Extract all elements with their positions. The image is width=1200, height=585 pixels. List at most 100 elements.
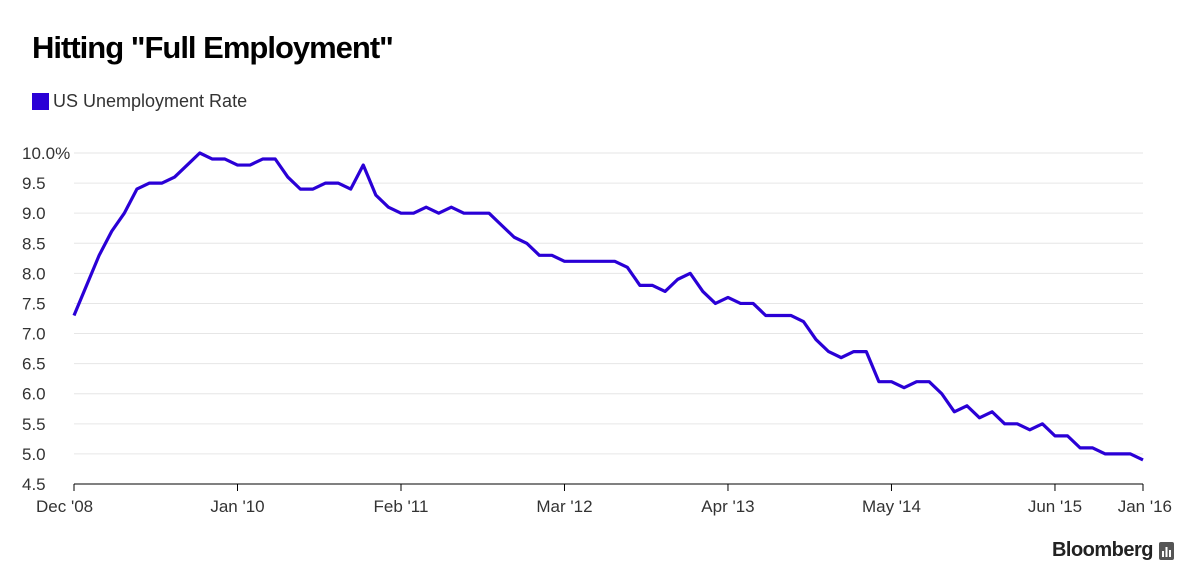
data-point bbox=[664, 290, 667, 293]
data-point bbox=[940, 392, 943, 395]
legend-swatch bbox=[32, 93, 49, 110]
data-point bbox=[1053, 434, 1056, 437]
data-point bbox=[412, 212, 415, 215]
data-point bbox=[576, 260, 579, 263]
legend: US Unemployment Rate bbox=[32, 91, 247, 112]
x-tick-label: Jan '10 bbox=[210, 497, 264, 516]
data-point bbox=[1129, 452, 1132, 455]
data-point bbox=[274, 158, 277, 161]
data-point bbox=[651, 284, 654, 287]
x-tick-label: Dec '08 bbox=[36, 497, 93, 516]
data-point bbox=[877, 380, 880, 383]
y-tick-label: 6.5 bbox=[22, 355, 46, 374]
data-point bbox=[475, 212, 478, 215]
data-point bbox=[324, 182, 327, 185]
data-point bbox=[953, 410, 956, 413]
data-point bbox=[387, 206, 390, 209]
brand-name: Bloomberg bbox=[1051, 539, 1154, 561]
data-point bbox=[739, 302, 742, 305]
data-point bbox=[173, 176, 176, 179]
data-point bbox=[815, 338, 818, 341]
data-point bbox=[399, 212, 402, 215]
y-tick-label: 8.0 bbox=[22, 264, 46, 283]
data-point bbox=[1091, 446, 1094, 449]
data-point bbox=[1041, 422, 1044, 425]
data-point bbox=[349, 188, 352, 191]
data-point bbox=[752, 302, 755, 305]
data-point bbox=[286, 176, 289, 179]
data-point bbox=[978, 416, 981, 419]
x-tick-label: May '14 bbox=[862, 497, 921, 516]
data-point bbox=[362, 164, 365, 167]
y-tick-label: 4.5 bbox=[22, 475, 46, 494]
data-point bbox=[638, 284, 641, 287]
data-point bbox=[991, 410, 994, 413]
data-point bbox=[85, 284, 88, 287]
data-point bbox=[928, 380, 931, 383]
brand-logo: Bloomberg bbox=[1052, 539, 1174, 562]
data-point bbox=[311, 188, 314, 191]
data-point bbox=[915, 380, 918, 383]
data-point bbox=[374, 194, 377, 197]
data-point bbox=[701, 290, 704, 293]
data-point bbox=[500, 224, 503, 227]
data-point bbox=[236, 164, 239, 167]
data-point bbox=[550, 254, 553, 257]
legend-label: US Unemployment Rate bbox=[53, 91, 248, 111]
y-tick-label: 10.0% bbox=[22, 144, 70, 163]
data-point bbox=[1003, 422, 1006, 425]
data-point bbox=[1016, 422, 1019, 425]
data-point bbox=[123, 212, 126, 215]
data-point bbox=[852, 350, 855, 353]
y-tick-label: 6.0 bbox=[22, 385, 46, 404]
data-point bbox=[98, 254, 101, 257]
data-point bbox=[1142, 458, 1145, 461]
y-tick-label: 5.0 bbox=[22, 445, 46, 464]
data-point bbox=[726, 296, 729, 299]
y-tick-label: 9.5 bbox=[22, 174, 46, 193]
data-point bbox=[148, 182, 151, 185]
data-point bbox=[890, 380, 893, 383]
bar-chart-icon bbox=[1159, 541, 1174, 560]
data-point bbox=[337, 182, 340, 185]
data-point bbox=[827, 350, 830, 353]
x-tick-label: Jun '15 bbox=[1028, 497, 1082, 516]
data-point bbox=[802, 320, 805, 323]
data-point bbox=[588, 260, 591, 263]
data-point bbox=[865, 350, 868, 353]
data-point bbox=[714, 302, 717, 305]
data-point bbox=[223, 158, 226, 161]
x-tick-label: Apr '13 bbox=[701, 497, 754, 516]
data-point bbox=[437, 212, 440, 215]
data-point bbox=[299, 188, 302, 191]
data-point bbox=[764, 314, 767, 317]
data-point bbox=[903, 386, 906, 389]
data-point bbox=[1028, 428, 1031, 431]
chart-title: Hitting "Full Employment" bbox=[32, 30, 394, 65]
data-point bbox=[965, 404, 968, 407]
data-point bbox=[73, 314, 76, 317]
x-tick-label: Jan '16 bbox=[1118, 497, 1172, 516]
data-point bbox=[563, 260, 566, 263]
data-point bbox=[462, 212, 465, 215]
series-line-us-unemployment-rate bbox=[72, 151, 1144, 462]
data-point bbox=[601, 260, 604, 263]
data-point bbox=[110, 230, 113, 233]
data-point bbox=[689, 272, 692, 275]
data-point bbox=[676, 278, 679, 281]
x-tick-label: Mar '12 bbox=[536, 497, 592, 516]
data-point bbox=[840, 356, 843, 359]
data-point bbox=[161, 182, 164, 185]
data-point bbox=[613, 260, 616, 263]
data-point bbox=[513, 236, 516, 239]
y-tick-label: 9.0 bbox=[22, 204, 46, 223]
data-point bbox=[450, 206, 453, 209]
y-tick-label: 7.5 bbox=[22, 294, 46, 313]
data-point bbox=[198, 152, 201, 155]
data-point bbox=[135, 188, 138, 191]
data-point bbox=[1116, 452, 1119, 455]
data-point bbox=[249, 164, 252, 167]
data-point bbox=[261, 158, 264, 161]
data-point bbox=[1104, 452, 1107, 455]
